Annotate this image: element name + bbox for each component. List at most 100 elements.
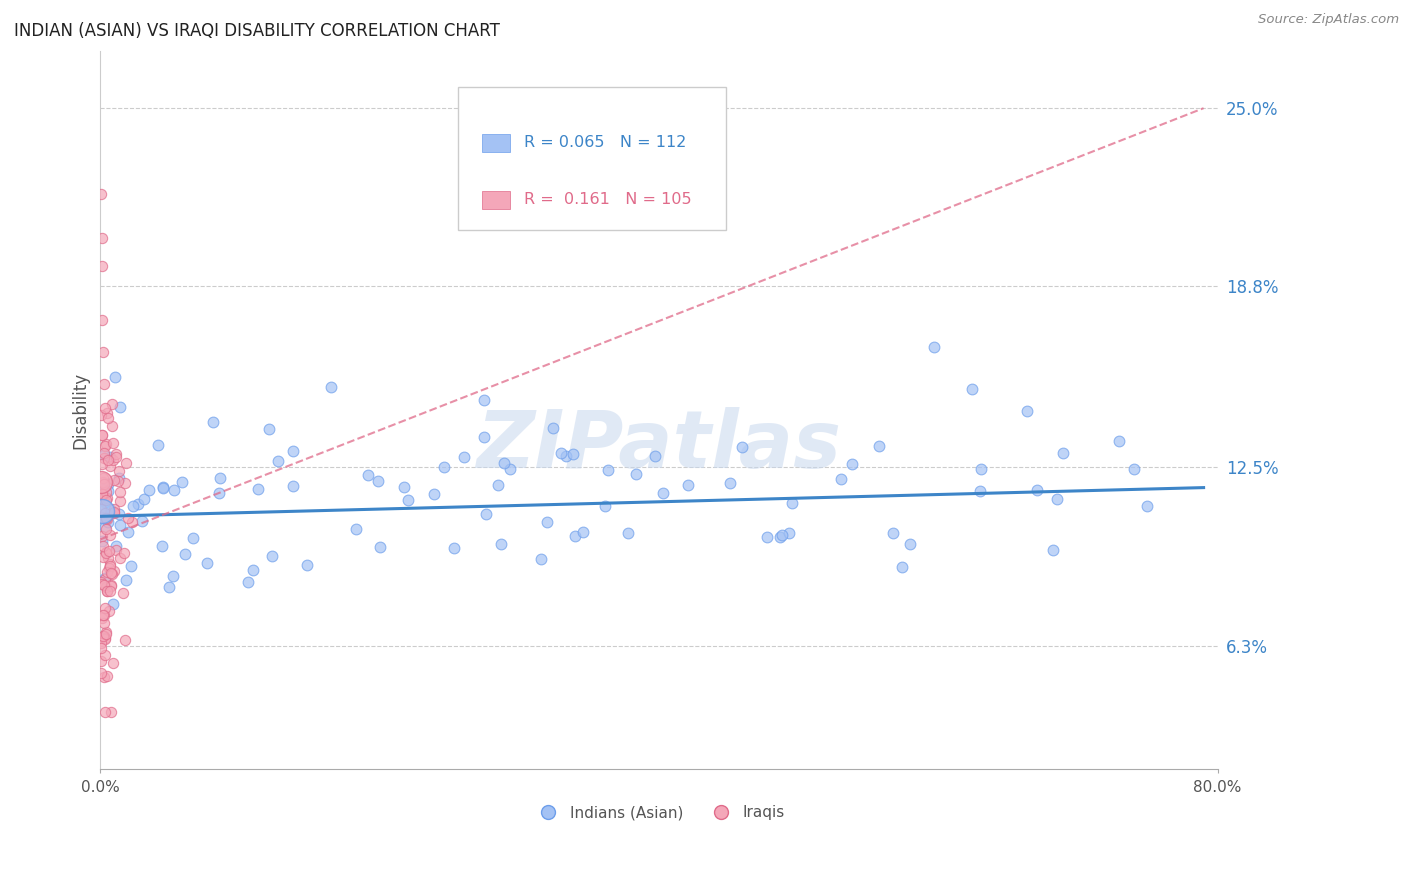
- Point: [554, 450, 576, 464]
- Point: [152, 482, 174, 496]
- Point: [242, 563, 264, 577]
- Point: [173, 547, 195, 561]
- Point: [93, 616, 115, 631]
- Point: [94, 627, 117, 641]
- Point: [474, 507, 496, 521]
- Point: [91, 470, 114, 484]
- Point: [163, 483, 186, 497]
- Point: [94, 401, 117, 416]
- Point: [90, 509, 112, 524]
- Point: [195, 556, 218, 570]
- Point: [93, 571, 115, 585]
- Point: [489, 536, 512, 550]
- Point: [283, 444, 305, 458]
- Point: [246, 482, 269, 496]
- Point: [97, 411, 120, 425]
- Point: [94, 522, 117, 536]
- Point: [90, 187, 112, 202]
- Point: [472, 393, 495, 408]
- Bar: [482, 134, 510, 152]
- Point: [676, 477, 699, 491]
- Point: [91, 230, 114, 244]
- Point: [778, 525, 800, 540]
- Point: [97, 561, 120, 575]
- Point: [260, 549, 283, 564]
- Point: [103, 507, 125, 521]
- Point: [91, 486, 114, 500]
- Point: [530, 552, 553, 566]
- Point: [392, 480, 415, 494]
- Point: [115, 456, 138, 470]
- Point: [593, 499, 616, 513]
- Point: [782, 496, 804, 510]
- Point: [131, 514, 153, 528]
- Point: [97, 452, 120, 467]
- Point: [1042, 542, 1064, 557]
- Point: [93, 670, 115, 684]
- Point: [207, 486, 229, 500]
- Point: [112, 546, 135, 560]
- Point: [101, 418, 124, 433]
- Point: [94, 492, 117, 507]
- Point: [97, 516, 120, 530]
- Point: [90, 654, 112, 668]
- Point: [357, 467, 380, 482]
- Point: [93, 607, 115, 622]
- Point: [1045, 491, 1067, 506]
- Point: [541, 421, 564, 435]
- Point: [98, 450, 121, 465]
- Point: [93, 446, 115, 460]
- Point: [94, 511, 117, 525]
- Point: [396, 493, 419, 508]
- Point: [96, 583, 118, 598]
- Text: R = 0.065   N = 112: R = 0.065 N = 112: [524, 136, 686, 151]
- Point: [96, 491, 118, 505]
- Point: [91, 260, 114, 274]
- Point: [108, 517, 131, 532]
- Text: R =  0.161   N = 105: R = 0.161 N = 105: [524, 193, 692, 207]
- Point: [97, 550, 120, 565]
- Point: [93, 629, 115, 643]
- Point: [138, 483, 160, 498]
- Point: [94, 544, 117, 558]
- Point: [108, 400, 131, 414]
- Point: [93, 519, 115, 533]
- Point: [890, 559, 912, 574]
- Point: [882, 525, 904, 540]
- Point: [94, 572, 117, 586]
- Point: [321, 380, 343, 394]
- Point: [93, 450, 115, 465]
- Point: [96, 406, 118, 420]
- Point: [100, 705, 122, 719]
- Point: [157, 580, 180, 594]
- Point: [1026, 483, 1049, 497]
- Point: [898, 536, 921, 550]
- Point: [562, 447, 585, 461]
- Point: [1136, 500, 1159, 514]
- Point: [134, 491, 156, 506]
- Point: [100, 579, 122, 593]
- Point: [90, 475, 112, 489]
- Point: [770, 527, 793, 541]
- Point: [94, 509, 117, 524]
- Point: [94, 601, 117, 615]
- Point: [152, 479, 174, 493]
- Point: [91, 313, 114, 327]
- Point: [94, 705, 117, 719]
- Point: [91, 345, 114, 359]
- Point: [96, 583, 118, 598]
- Text: Source: ZipAtlas.com: Source: ZipAtlas.com: [1258, 13, 1399, 27]
- Point: [90, 641, 112, 656]
- Point: [93, 377, 115, 392]
- Point: [93, 492, 115, 507]
- Point: [110, 493, 132, 508]
- Point: [96, 565, 118, 579]
- Point: [970, 462, 993, 476]
- Point: [114, 632, 136, 647]
- Bar: [482, 191, 510, 209]
- Point: [281, 478, 304, 492]
- Point: [107, 474, 129, 488]
- Point: [91, 475, 114, 490]
- Point: [181, 531, 204, 545]
- Point: [94, 439, 117, 453]
